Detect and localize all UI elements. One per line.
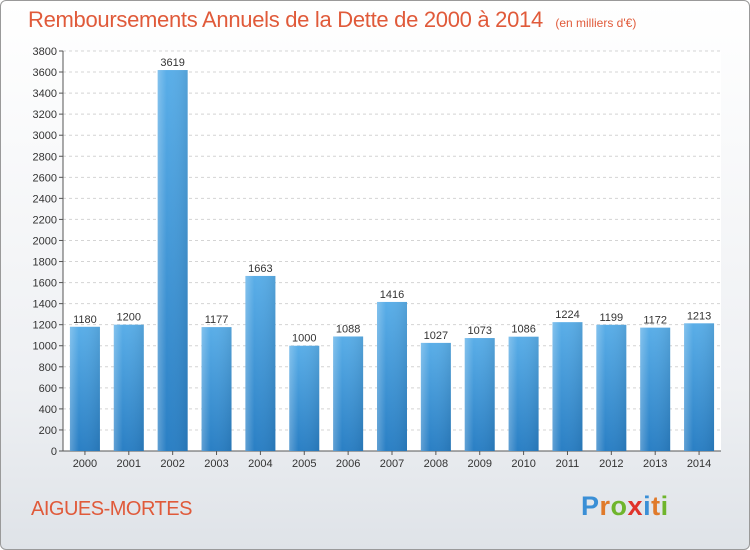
y-tick-label: 2800 (33, 151, 57, 163)
y-tick-label: 2400 (33, 193, 57, 205)
bar-shade (420, 342, 451, 451)
x-tick-label: 2011 (556, 458, 580, 470)
y-tick-label: 600 (39, 383, 57, 395)
y-tick-label: 0 (51, 446, 57, 458)
logo-letter: P (581, 491, 600, 521)
bar-value-label: 1177 (205, 314, 229, 326)
bar-value-label: 1200 (117, 312, 141, 324)
bar-shade (157, 70, 188, 451)
bar-shade (333, 336, 364, 451)
bar-value-label: 1086 (511, 324, 535, 336)
y-tick-label: 3800 (33, 46, 57, 58)
x-tick-label: 2000 (73, 458, 97, 470)
x-tick-label: 2010 (511, 458, 535, 470)
x-tick-label: 2003 (204, 458, 228, 470)
y-tick-label: 1800 (33, 257, 57, 269)
label-layer: 0 200 400 600 800 1000 1200 1400 1600 1800 2000 220… (33, 46, 712, 470)
bar-value-label: 1663 (248, 263, 272, 275)
y-tick-label: 3400 (33, 88, 57, 100)
bar-shade (684, 323, 715, 451)
y-tick-label: 1600 (33, 278, 57, 290)
x-tick-label: 2008 (424, 458, 448, 470)
logo-letter: r (599, 491, 611, 521)
y-tick-label: 400 (39, 404, 57, 416)
logo-letter: x (627, 491, 644, 521)
bar-shade (552, 322, 583, 451)
y-tick-label: 800 (39, 362, 57, 374)
bar-shade (508, 336, 539, 451)
bar-value-label: 1180 (73, 314, 97, 326)
y-tick-label: 1400 (33, 299, 57, 311)
logo-letter: i (660, 491, 669, 521)
chart-subtitle: (en milliers d'€) (555, 16, 637, 30)
x-tick-label: 2013 (643, 458, 667, 470)
bar-shade (289, 345, 320, 451)
bar-shade (377, 301, 407, 451)
city-name: AIGUES-MORTES (31, 498, 192, 520)
x-tick-label: 2004 (248, 458, 272, 470)
bar-value-label: 1172 (643, 315, 667, 327)
x-tick-label: 2005 (292, 458, 316, 470)
y-tick-label: 2000 (33, 235, 57, 247)
y-tick-label: 200 (39, 425, 57, 437)
bar-shade (245, 275, 276, 451)
logo-letter: o (610, 491, 628, 521)
x-tick-label: 2014 (687, 458, 711, 470)
proxiti-logo: Proxiti (581, 491, 669, 522)
bar-shade (596, 324, 627, 451)
y-tick-label: 2600 (33, 172, 57, 184)
x-tick-label: 2009 (467, 458, 491, 470)
bar-shade (464, 338, 495, 451)
bar-value-label: 1088 (336, 323, 360, 335)
x-tick-label: 2007 (380, 458, 404, 470)
y-tick-label: 3600 (33, 67, 57, 79)
bar-value-label: 1073 (467, 325, 491, 337)
bar-shade (113, 324, 144, 451)
bar-shade (640, 327, 671, 451)
x-tick-label: 2012 (599, 458, 623, 470)
bar-value-label: 1224 (555, 309, 579, 321)
bar-value-label: 1027 (424, 330, 448, 342)
bar-value-label: 1213 (687, 310, 711, 322)
y-tick-label: 3200 (33, 109, 57, 121)
y-tick-label: 1000 (33, 341, 57, 353)
x-tick-label: 2001 (117, 458, 141, 470)
x-tick-label: 2002 (160, 458, 184, 470)
bar-value-label: 1199 (600, 312, 624, 324)
y-tick-label: 2200 (33, 214, 57, 226)
bar-shade (201, 327, 232, 451)
bar-value-label: 1416 (380, 289, 404, 301)
bar-chart: 0 200 400 600 800 1000 1200 1400 1600 1800 2000 220… (33, 46, 721, 470)
bar-layer (69, 70, 715, 451)
title-row: Remboursements Annuels de la Dette de 20… (28, 7, 636, 33)
y-tick-label: 3000 (33, 130, 57, 142)
chart-title: Remboursements Annuels de la Dette de 20… (28, 7, 543, 32)
bar-value-label: 1000 (292, 333, 316, 345)
x-tick-label: 2006 (336, 458, 360, 470)
bar-value-label: 3619 (160, 57, 184, 69)
bar-shade (69, 326, 100, 451)
y-tick-label: 1200 (33, 320, 57, 332)
logo-letter: i (643, 491, 652, 521)
logo-letter: t (651, 491, 661, 521)
